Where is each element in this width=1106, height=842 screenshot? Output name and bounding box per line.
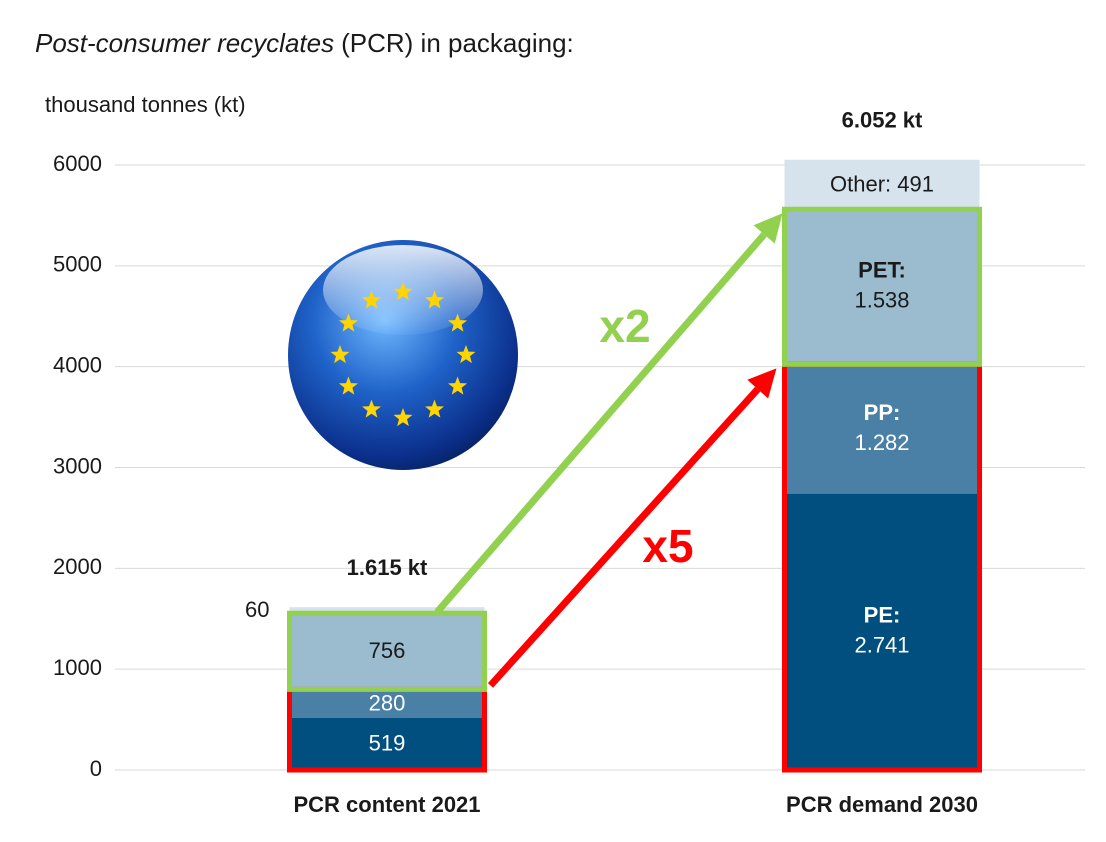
star xyxy=(448,313,468,332)
data-label: 1.538 xyxy=(854,288,909,313)
bar-segment xyxy=(784,209,980,365)
title-rest: (PCR) in packaging: xyxy=(341,28,574,58)
bar-segment xyxy=(784,159,980,210)
y-tick-label: 2000 xyxy=(53,554,102,579)
bar-segment xyxy=(289,607,485,614)
data-label: 60 xyxy=(245,597,269,622)
star xyxy=(393,282,413,301)
star xyxy=(338,313,358,332)
y-tick-label: 5000 xyxy=(53,252,102,277)
bar-segment xyxy=(289,613,485,690)
arrow-shaft xyxy=(434,232,767,615)
highlight-box xyxy=(287,610,487,692)
y-tick-label: 4000 xyxy=(53,352,102,377)
star xyxy=(362,290,381,309)
bar-segment xyxy=(784,364,980,494)
annotation: x2 xyxy=(599,300,650,352)
star xyxy=(425,290,444,309)
star xyxy=(425,399,444,418)
y-tick-label: 6000 xyxy=(53,151,102,176)
star xyxy=(362,399,381,418)
x-tick-label: PCR demand 2030 xyxy=(786,792,978,817)
bar-segment xyxy=(289,717,485,770)
y-tick-label: 3000 xyxy=(53,453,102,478)
chart-title: Post-consumer recyclates (PCR) in packagi… xyxy=(35,28,574,58)
title-italic: Post-consumer recyclates xyxy=(35,28,334,58)
total-label: 1.615 kt xyxy=(347,555,428,580)
y-tick-label: 0 xyxy=(90,756,102,781)
segment-name: PP: xyxy=(864,400,901,425)
total-label: 6.052 kt xyxy=(842,108,923,133)
data-label: Other: 491 xyxy=(830,171,934,196)
star xyxy=(456,345,476,364)
stars xyxy=(330,282,476,427)
star xyxy=(338,376,358,395)
highlight-box xyxy=(782,206,982,367)
star xyxy=(448,376,468,395)
data-label: 280 xyxy=(369,690,406,715)
eu-emblem xyxy=(288,240,518,470)
bar-segment xyxy=(289,689,485,718)
arrow-head xyxy=(747,368,777,399)
data-label: 756 xyxy=(369,638,406,663)
bar-segment xyxy=(784,493,980,770)
plot: 519 280 756 60 1.615 kt PE: 2.741 PP: 1.282 PET: 1… xyxy=(245,108,982,773)
segment-name: PE: xyxy=(864,603,901,628)
y-axis-label: thousand tonnes (kt) xyxy=(45,92,246,117)
star xyxy=(393,408,413,427)
data-label: 2.741 xyxy=(854,633,909,658)
segment-name: PET: xyxy=(858,258,906,283)
data-label: 1.282 xyxy=(854,430,909,455)
arrow-head xyxy=(753,213,783,244)
annotation: x5 xyxy=(642,520,693,572)
y-tick-label: 1000 xyxy=(53,655,102,680)
x-tick-label: PCR content 2021 xyxy=(293,792,480,817)
arrow-shaft xyxy=(487,386,761,688)
data-label: 519 xyxy=(369,731,406,756)
star xyxy=(330,345,350,364)
